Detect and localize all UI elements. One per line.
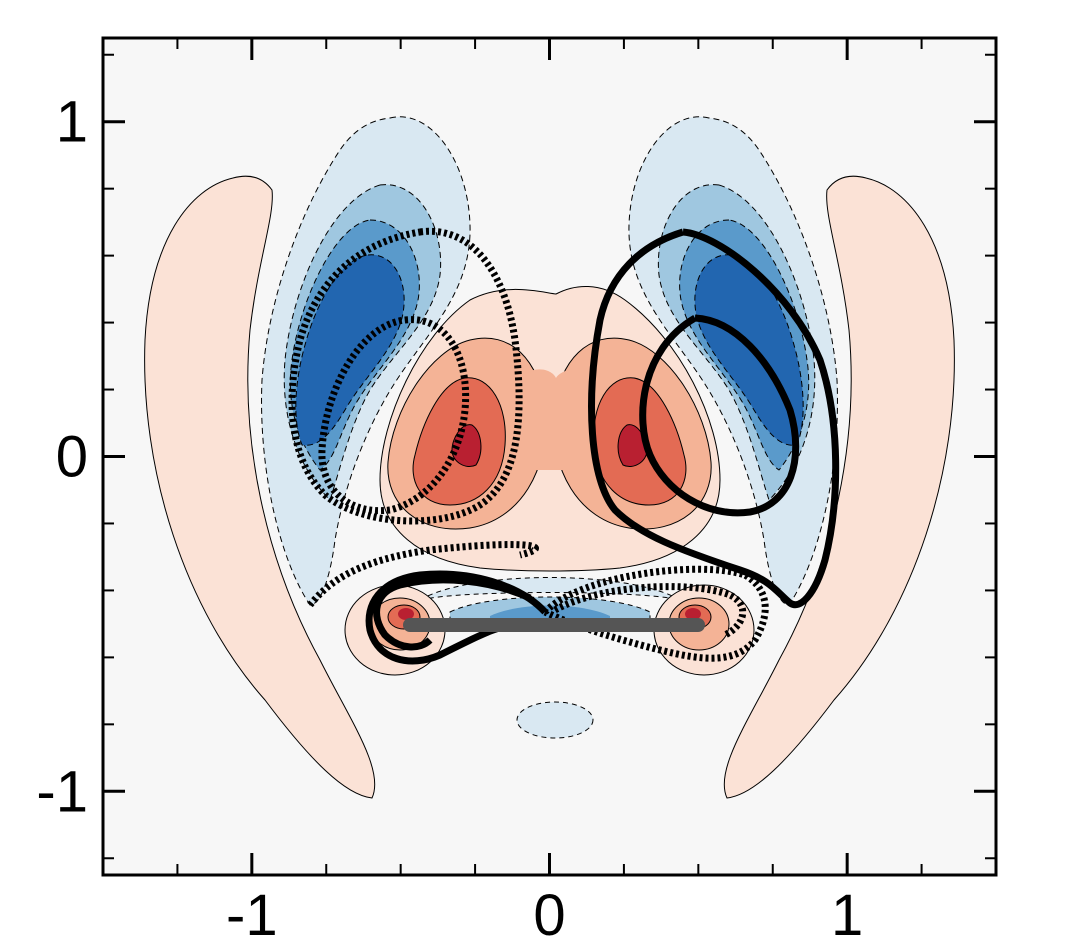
positive-bridge [520, 368, 600, 470]
axis-ticks [102, 38, 996, 875]
y-tick-label: 0 [56, 425, 88, 490]
positive-tip-right-core [685, 608, 701, 620]
x-tick-label: 0 [533, 883, 565, 948]
x-tick-label: 1 [831, 883, 863, 948]
y-tick-label: -1 [36, 759, 88, 824]
axis-tick-labels: -1 0 1 1 0 -1 [36, 90, 863, 948]
negative-core-right [694, 254, 804, 446]
x-tick-label: -1 [226, 883, 278, 948]
negative-small-blob [516, 701, 594, 739]
positive-tip-left-core [398, 608, 414, 620]
positive-crescent-right [723, 175, 955, 799]
y-tick-label: 1 [56, 90, 88, 155]
contour-layer [144, 116, 955, 799]
positive-crescent-left [144, 175, 376, 799]
streamlines-left-dashed [288, 227, 769, 662]
streamlines-right-solid [365, 228, 840, 665]
